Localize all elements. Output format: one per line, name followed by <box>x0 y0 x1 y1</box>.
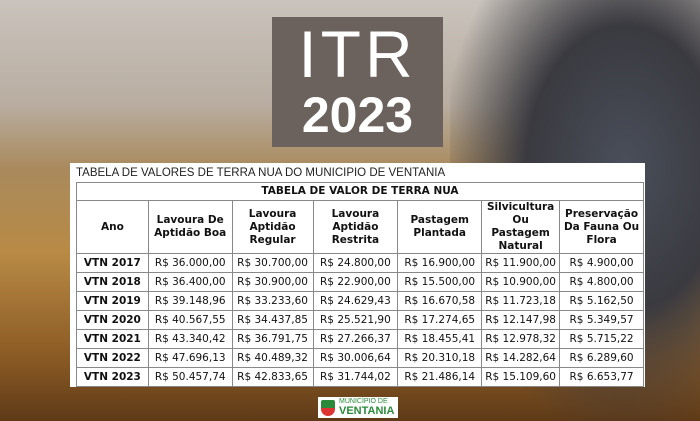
year-cell: VTN 2022 <box>76 348 149 368</box>
table-row: VTN 2017 R$ 36.000,00 R$ 30.700,00 R$ 24.80… <box>76 253 644 273</box>
value-cell: R$ 18.455,41 <box>397 329 483 349</box>
column-header: Lavoura Aptidão Restrita <box>312 200 399 254</box>
value-cell: R$ 50.457,74 <box>147 367 233 387</box>
year-cell: VTN 2020 <box>76 310 149 330</box>
table-row: VTN 2018 R$ 36.400,00 R$ 30.900,00 R$ 22.90… <box>76 272 644 292</box>
value-cell: R$ 47.696,13 <box>147 348 233 368</box>
value-cell: R$ 21.486,14 <box>397 367 483 387</box>
value-cell: R$ 40.489,32 <box>231 348 314 368</box>
coat-of-arms-icon <box>321 399 335 416</box>
value-cell: R$ 11.900,00 <box>481 253 561 273</box>
banner-year: 2023 <box>301 87 414 143</box>
year-cell: VTN 2017 <box>76 253 149 273</box>
column-header: Pastagem Plantada <box>397 200 483 254</box>
value-cell: R$ 30.900,00 <box>231 272 314 292</box>
value-cell: R$ 11.723,18 <box>481 291 561 311</box>
value-cell: R$ 15.109,60 <box>481 367 561 387</box>
value-cell: R$ 10.900,00 <box>481 272 561 292</box>
value-cell: R$ 39.148,96 <box>147 291 233 311</box>
value-cell: R$ 15.500,00 <box>397 272 483 292</box>
column-header: Silvicultura Ou Pastagem Natural <box>481 200 561 254</box>
value-cell: R$ 17.274,65 <box>397 310 483 330</box>
value-cell: R$ 30.006,64 <box>312 348 399 368</box>
logo-line2: VENTANIA <box>339 405 395 417</box>
table-title: TABELA DE VALOR DE TERRA NUA <box>76 182 644 201</box>
logo-line1: MUNICÍPIO DE <box>339 398 388 405</box>
value-cell: R$ 33.233,60 <box>231 291 314 311</box>
itr-banner: ITR 2023 <box>272 17 443 147</box>
value-cell: R$ 16.900,00 <box>397 253 483 273</box>
value-cell: R$ 4.800,00 <box>559 272 644 292</box>
value-cell: R$ 36.400,00 <box>147 272 233 292</box>
table-row: VTN 2021 R$ 43.340,42 R$ 36.791,75 R$ 27.26… <box>76 329 644 349</box>
value-cell: R$ 6.653,77 <box>559 367 644 387</box>
value-cell: R$ 12.147,98 <box>481 310 561 330</box>
column-header: Ano <box>76 200 149 254</box>
table-row: VTN 2020 R$ 40.567,55 R$ 34.437,85 R$ 25.52… <box>76 310 644 330</box>
value-cell: R$ 14.282,64 <box>481 348 561 368</box>
column-header: Lavoura Aptidão Regular <box>231 200 314 254</box>
value-cell: R$ 22.900,00 <box>312 272 399 292</box>
value-cell: R$ 5.349,57 <box>559 310 644 330</box>
value-cell: R$ 31.744,02 <box>312 367 399 387</box>
municipio-logo: MUNICÍPIO DE VENTANIA <box>318 397 398 418</box>
column-header: Preservação Da Fauna Ou Flora <box>559 200 644 254</box>
value-cell: R$ 16.670,58 <box>397 291 483 311</box>
table-panel: TABELA DE VALORES DE TERRA NUA DO MUNICI… <box>70 163 645 387</box>
year-cell: VTN 2018 <box>76 272 149 292</box>
value-cell: R$ 24.629,43 <box>312 291 399 311</box>
value-cell: R$ 6.289,60 <box>559 348 644 368</box>
value-cell: R$ 24.800,00 <box>312 253 399 273</box>
year-cell: VTN 2023 <box>76 367 149 387</box>
banner-title: ITR <box>298 17 417 91</box>
value-cell: R$ 5.162,50 <box>559 291 644 311</box>
value-cell: R$ 5.715,22 <box>559 329 644 349</box>
table-row: VTN 2019 R$ 39.148,96 R$ 33.233,60 R$ 24.62… <box>76 291 644 311</box>
table-row: VTN 2022 R$ 47.696,13 R$ 40.489,32 R$ 30.00… <box>76 348 644 368</box>
value-cell: R$ 36.791,75 <box>231 329 314 349</box>
vtn-table: TABELA DE VALOR DE TERRA NUA Ano Lavoura … <box>76 182 644 387</box>
value-cell: R$ 12.978,32 <box>481 329 561 349</box>
column-header: Lavoura De Aptidão Boa <box>147 200 233 254</box>
value-cell: R$ 30.700,00 <box>231 253 314 273</box>
table-caption: TABELA DE VALORES DE TERRA NUA DO MUNICI… <box>76 167 446 179</box>
year-cell: VTN 2019 <box>76 291 149 311</box>
value-cell: R$ 40.567,55 <box>147 310 233 330</box>
value-cell: R$ 43.340,42 <box>147 329 233 349</box>
value-cell: R$ 4.900,00 <box>559 253 644 273</box>
year-cell: VTN 2021 <box>76 329 149 349</box>
value-cell: R$ 20.310,18 <box>397 348 483 368</box>
value-cell: R$ 34.437,85 <box>231 310 314 330</box>
value-cell: R$ 42.833,65 <box>231 367 314 387</box>
value-cell: R$ 27.266,37 <box>312 329 399 349</box>
value-cell: R$ 25.521,90 <box>312 310 399 330</box>
table-row: VTN 2023 R$ 50.457,74 R$ 42.833,65 R$ 31.74… <box>76 367 644 387</box>
value-cell: R$ 36.000,00 <box>147 253 233 273</box>
